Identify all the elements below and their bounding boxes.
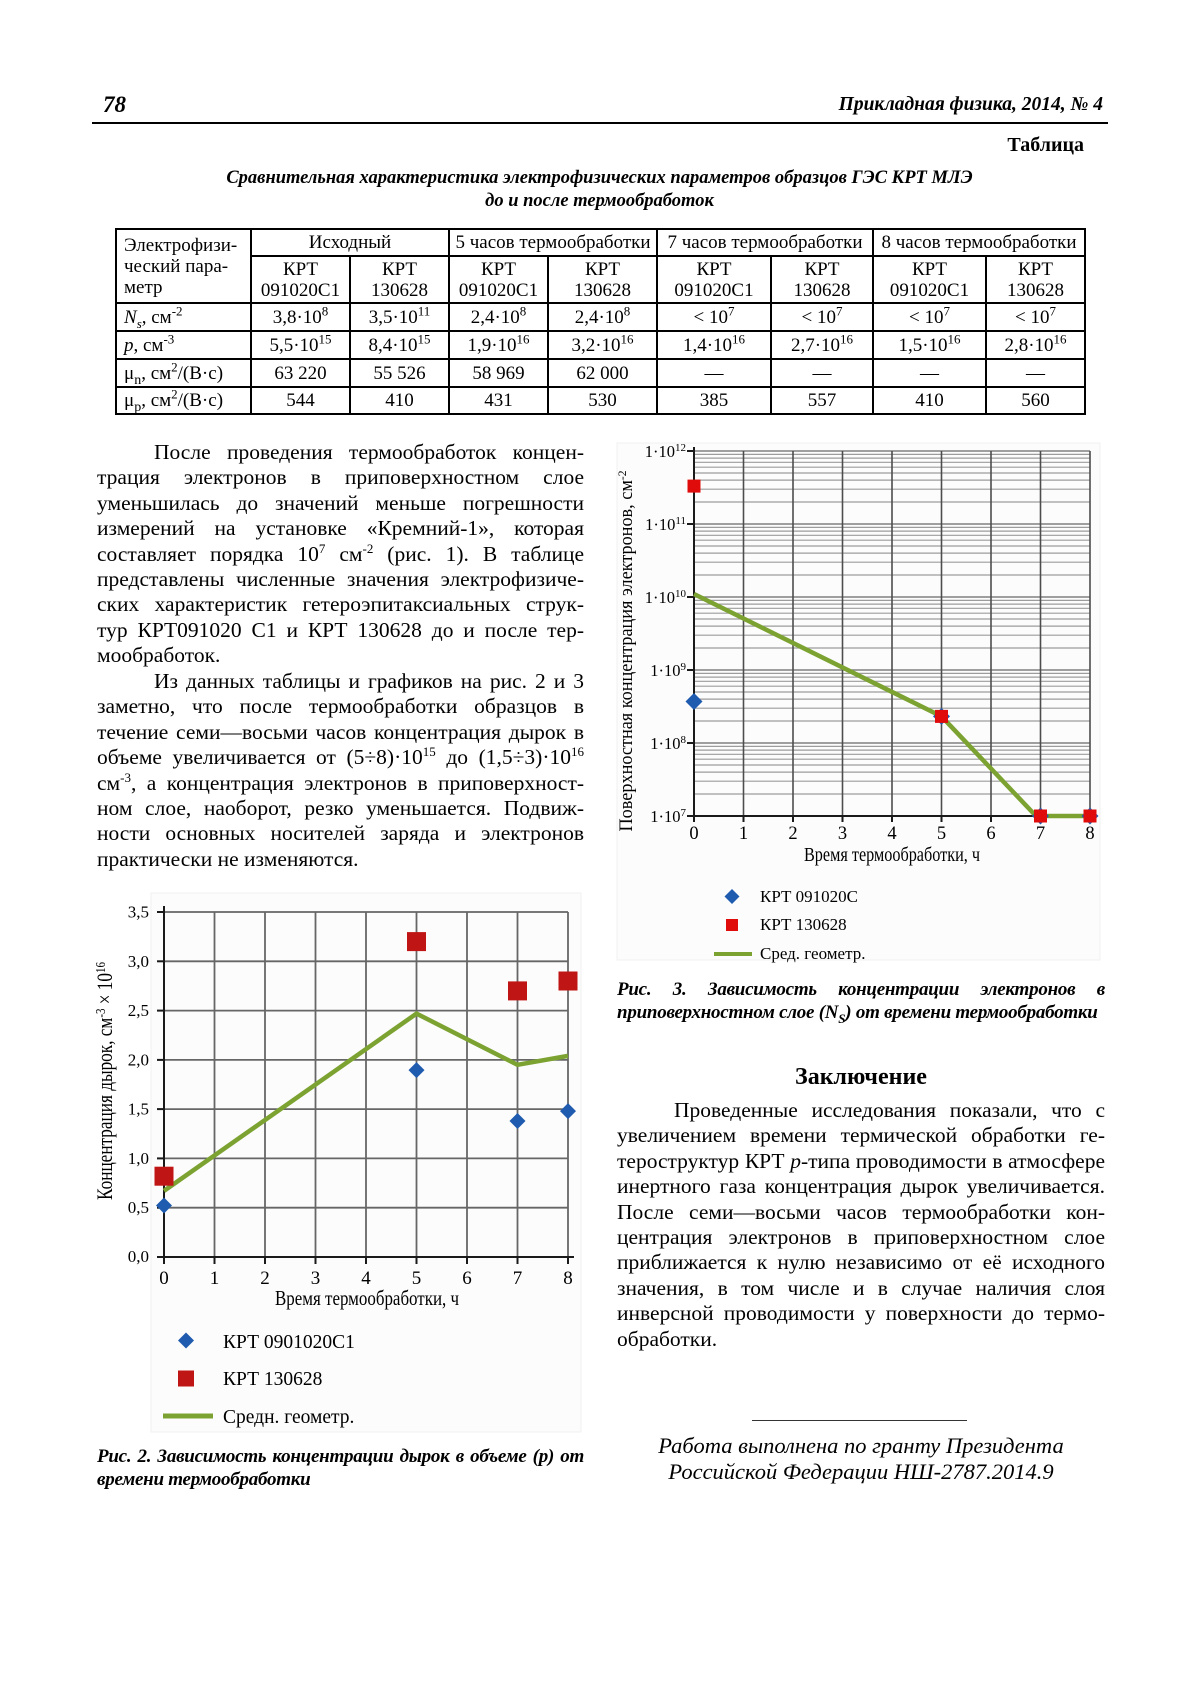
svg-text:КРТ 0901020С1: КРТ 0901020С1	[223, 1332, 355, 1353]
svg-text:Концентрация дырок, см-3 × 101: Концентрация дырок, см-3 × 1016	[92, 962, 117, 1200]
svg-text:2: 2	[260, 1268, 270, 1289]
svg-text:1·108: 1·108	[650, 734, 686, 753]
svg-text:Время термообработки, ч: Время термообработки, ч	[275, 1286, 459, 1310]
svg-text:1: 1	[739, 824, 748, 844]
svg-text:3: 3	[311, 1268, 321, 1289]
svg-text:1·109: 1·109	[650, 661, 686, 680]
svg-text:0,5: 0,5	[128, 1198, 149, 1217]
svg-text:7: 7	[513, 1268, 523, 1289]
svg-text:2,0: 2,0	[128, 1050, 149, 1069]
svg-text:4: 4	[887, 824, 896, 844]
svg-text:1,5: 1,5	[128, 1100, 149, 1119]
svg-text:2: 2	[788, 824, 797, 844]
svg-text:3,0: 3,0	[128, 952, 149, 971]
svg-text:4: 4	[361, 1268, 371, 1289]
svg-text:КРТ 130628: КРТ 130628	[223, 1369, 322, 1390]
svg-text:5: 5	[412, 1268, 422, 1289]
svg-text:1,0: 1,0	[128, 1149, 149, 1168]
svg-text:6: 6	[986, 824, 995, 844]
svg-text:1·107: 1·107	[650, 807, 686, 826]
svg-text:Сред. геометр.: Сред. геометр.	[760, 944, 865, 963]
svg-text:0: 0	[689, 824, 698, 844]
svg-text:Средн. геометр.: Средн. геометр.	[223, 1407, 354, 1428]
svg-text:1: 1	[210, 1268, 220, 1289]
svg-text:КРТ 091020С: КРТ 091020С	[760, 887, 858, 906]
svg-text:8: 8	[1085, 824, 1094, 844]
svg-text:0: 0	[159, 1268, 169, 1289]
svg-text:6: 6	[462, 1268, 472, 1289]
svg-text:2,5: 2,5	[128, 1001, 149, 1020]
svg-text:8: 8	[563, 1268, 573, 1289]
svg-text:КРТ 130628: КРТ 130628	[760, 915, 847, 934]
svg-text:5: 5	[937, 824, 946, 844]
svg-text:3: 3	[838, 824, 847, 844]
svg-text:3,5: 3,5	[128, 903, 149, 922]
svg-text:Время термообработки, ч: Время термообработки, ч	[804, 845, 980, 866]
svg-text:Поверхностная концентрация эле: Поверхностная концентрация электронов, с…	[615, 471, 637, 832]
svg-text:0,0: 0,0	[128, 1247, 149, 1266]
svg-text:7: 7	[1036, 824, 1045, 844]
